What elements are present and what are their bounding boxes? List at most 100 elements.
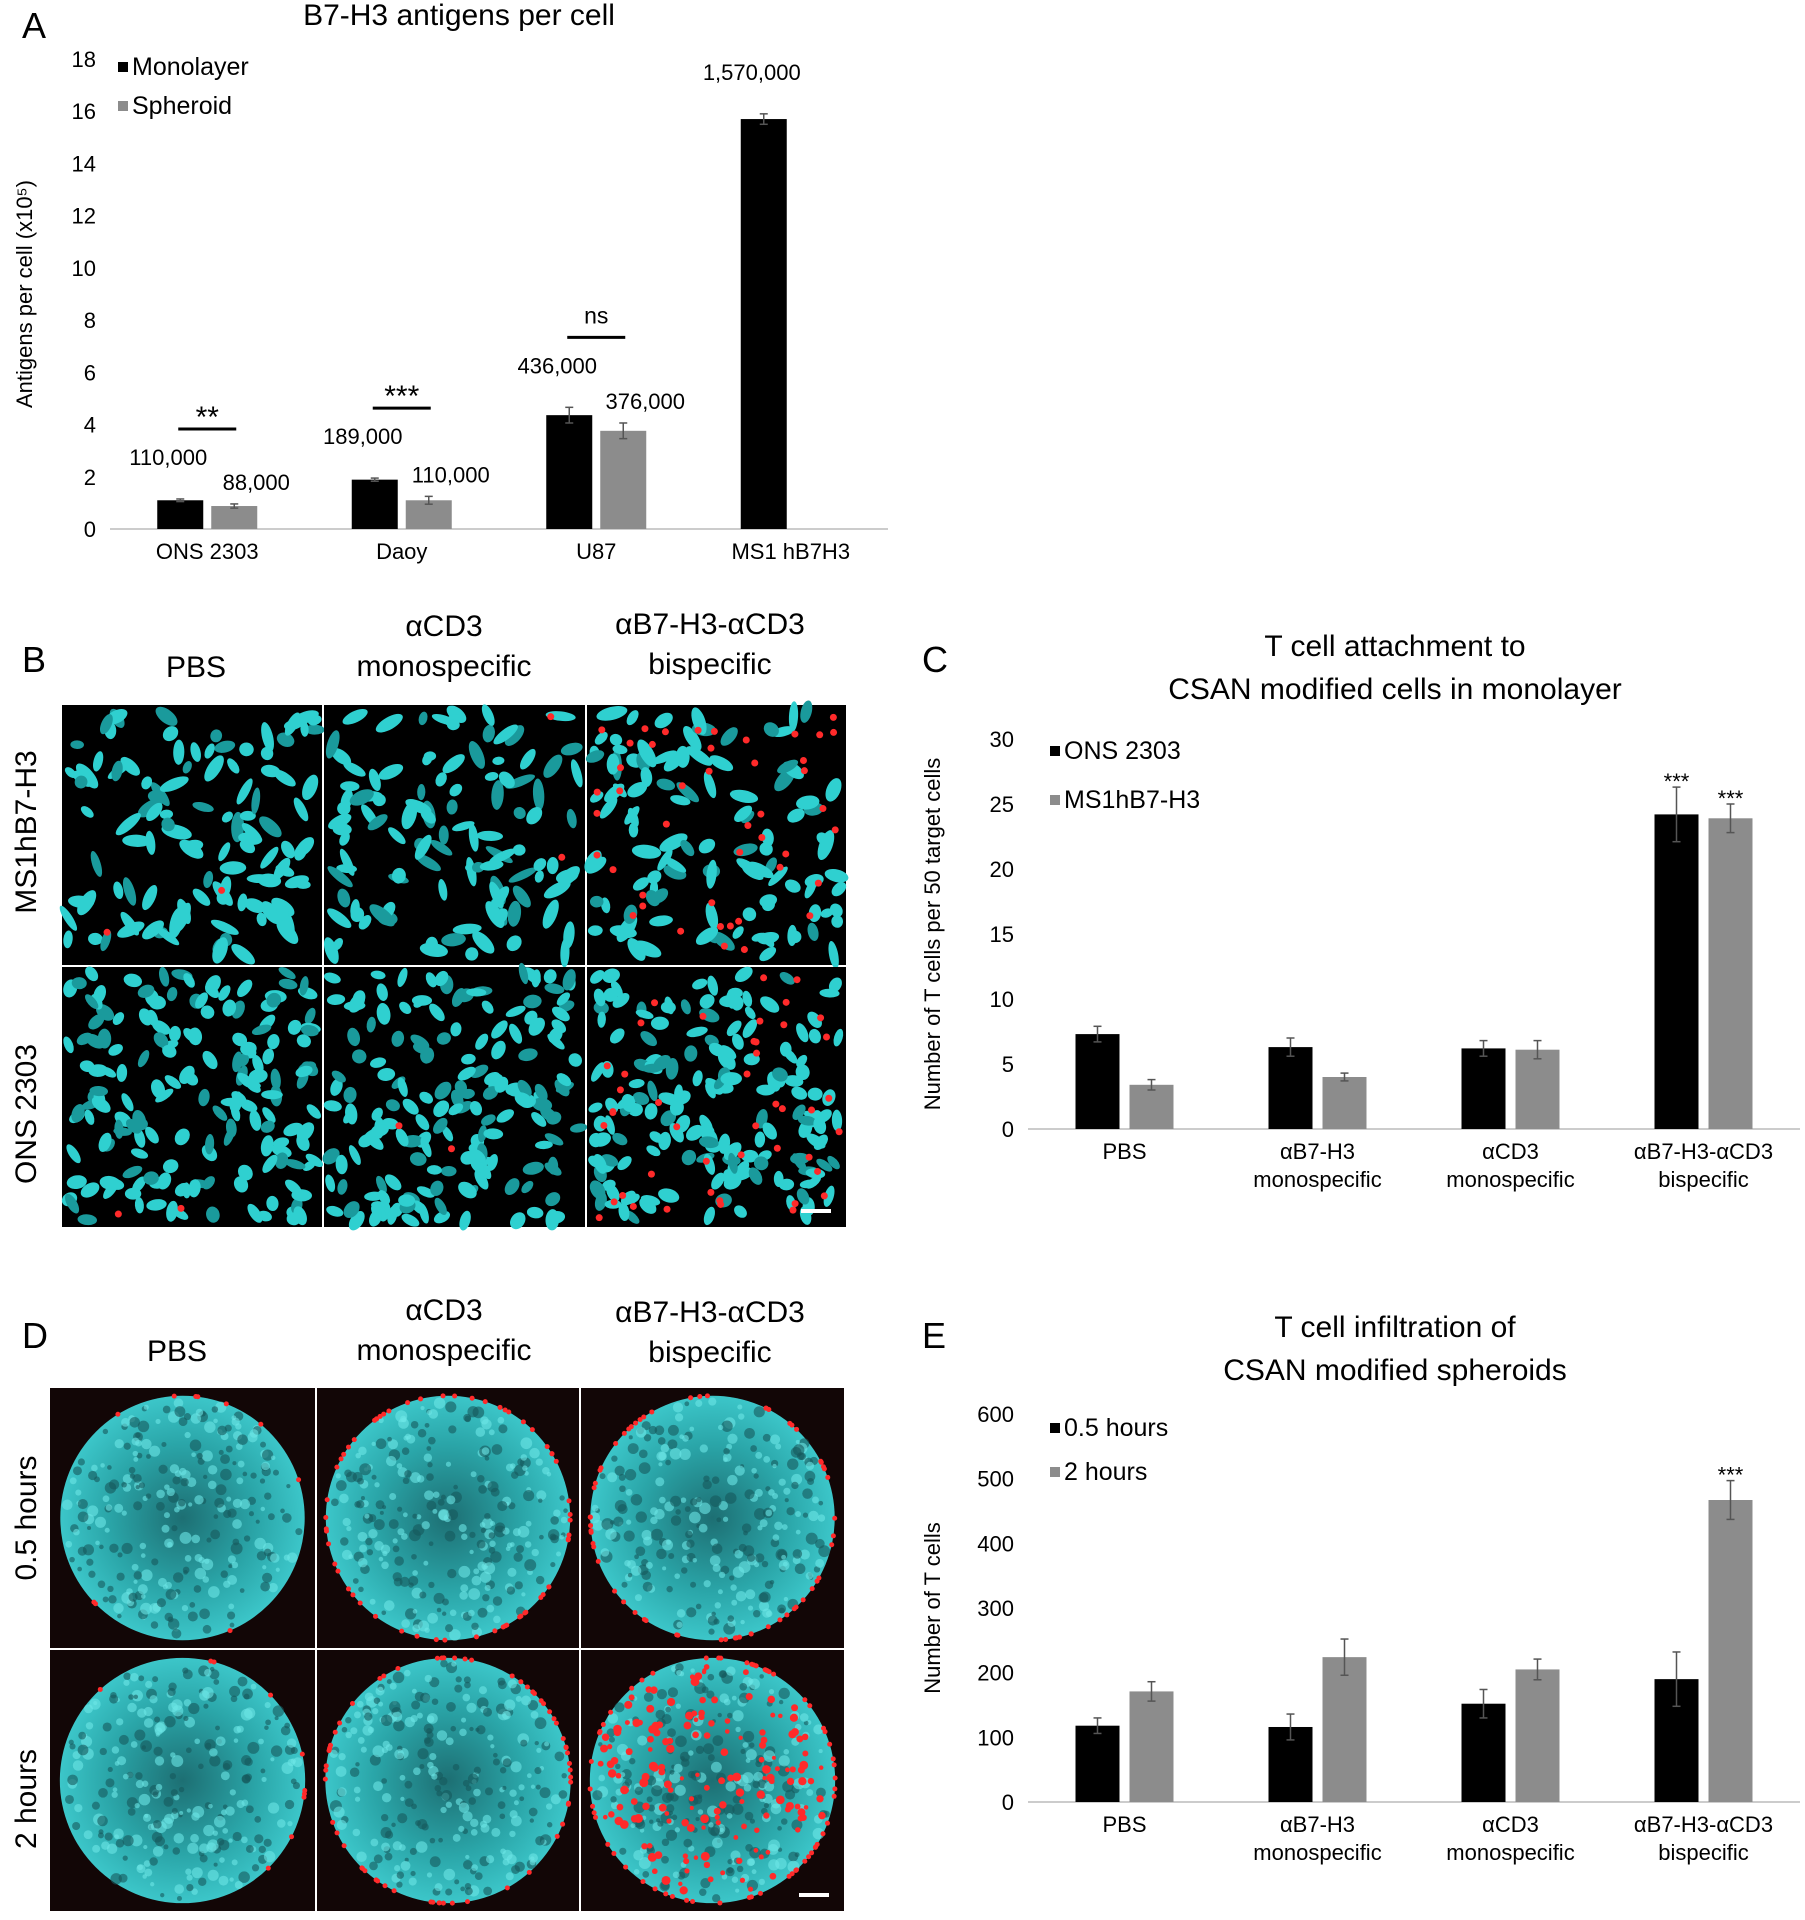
cell [137,984,155,998]
spheroid-texture [222,1760,233,1770]
cell [210,729,223,743]
spheroid-texture [419,1763,425,1769]
column-header-line: monospecific [356,650,531,683]
bar [600,430,647,529]
cell [433,1100,450,1118]
cell [526,806,543,825]
spheroid-texture [408,1575,419,1586]
cell [395,1128,409,1147]
spheroid-texture [88,1570,96,1578]
spheroid-texture [397,1813,408,1824]
cell [744,1006,756,1020]
tcell [807,1777,815,1785]
cell [70,740,84,750]
spheroid-texture [468,1609,475,1617]
tcell [351,1437,357,1443]
tcell [814,1167,822,1175]
tcell [655,1098,663,1106]
cell [134,1197,144,1214]
spheroid-texture [817,1514,826,1522]
image-cell [317,1650,579,1911]
cell [212,937,228,964]
tcell [794,1803,801,1810]
spheroid-texture [396,1871,405,1879]
cell [521,1180,534,1194]
tcell [546,1584,552,1590]
cell [182,761,192,774]
cell [568,1053,582,1067]
spheroid-texture [335,1766,347,1777]
bar [157,500,204,529]
spheroid-texture [209,1666,215,1672]
spheroid-texture [426,1446,432,1451]
cell [652,750,678,765]
spheroid-texture [643,1692,654,1702]
spheroid-texture [209,1748,218,1757]
cell [504,725,525,746]
spheroid-texture [237,1676,248,1687]
spheroid-texture [292,1757,303,1768]
spheroid-texture [483,1707,492,1717]
tcell [802,1697,808,1703]
spheroid-texture [164,1715,176,1728]
tcell [637,1417,643,1423]
tcell [754,1827,760,1833]
spheroid-texture [424,1490,434,1501]
cell [101,1066,117,1078]
spheroid-texture [665,1459,672,1466]
cell [466,988,487,997]
tcell [341,1451,347,1457]
cell [151,1079,166,1099]
spheroid-texture [813,1724,824,1735]
spheroid-texture [77,1498,88,1510]
cell [66,1175,87,1190]
spheroid-texture [482,1594,490,1602]
spheroid-texture [156,1721,167,1733]
cell [195,992,208,1009]
tcell [776,863,784,871]
tcell [786,1873,792,1879]
spheroid-texture [765,1610,773,1618]
cell [115,813,141,836]
tcell [802,1858,808,1864]
spheroid-texture [389,1493,397,1501]
tcell [641,1843,648,1850]
spheroid-texture [161,1524,170,1533]
spheroid-texture [199,1843,209,1854]
spheroid-texture [368,1514,377,1523]
tcell [733,1835,739,1840]
cell [805,1175,821,1189]
cell [457,1066,476,1081]
cell [768,866,788,887]
spheroid-texture [633,1869,640,1875]
spheroid-texture [160,1893,165,1898]
spheroid-texture [783,1596,789,1602]
cell [305,1153,324,1168]
spheroid-texture [194,1567,207,1580]
cell [587,925,603,936]
x-tick-label-line: monospecific [1253,1840,1381,1865]
spheroid-texture [431,1773,438,1780]
spheroid-texture [754,1562,760,1568]
cell [817,1109,832,1123]
spheroid-texture [535,1784,541,1790]
cell [121,1093,134,1112]
cell [331,1070,346,1083]
spheroid-texture [464,1883,472,1890]
cell [366,1016,376,1033]
cell [266,1195,279,1212]
spheroid-texture [241,1755,252,1766]
spheroid-texture [630,1823,636,1829]
tcell [647,1852,657,1862]
tcell [621,1430,627,1436]
tcell [337,1720,343,1726]
spheroid-texture [507,1679,517,1689]
spheroid-texture [408,1877,417,1886]
spheroid-texture [489,1520,495,1527]
spheroid-texture [397,1506,403,1512]
cell [804,879,817,899]
cell [827,1155,840,1170]
cell [420,809,436,824]
y-tick-label: 100 [977,1725,1014,1750]
cell [85,966,99,982]
